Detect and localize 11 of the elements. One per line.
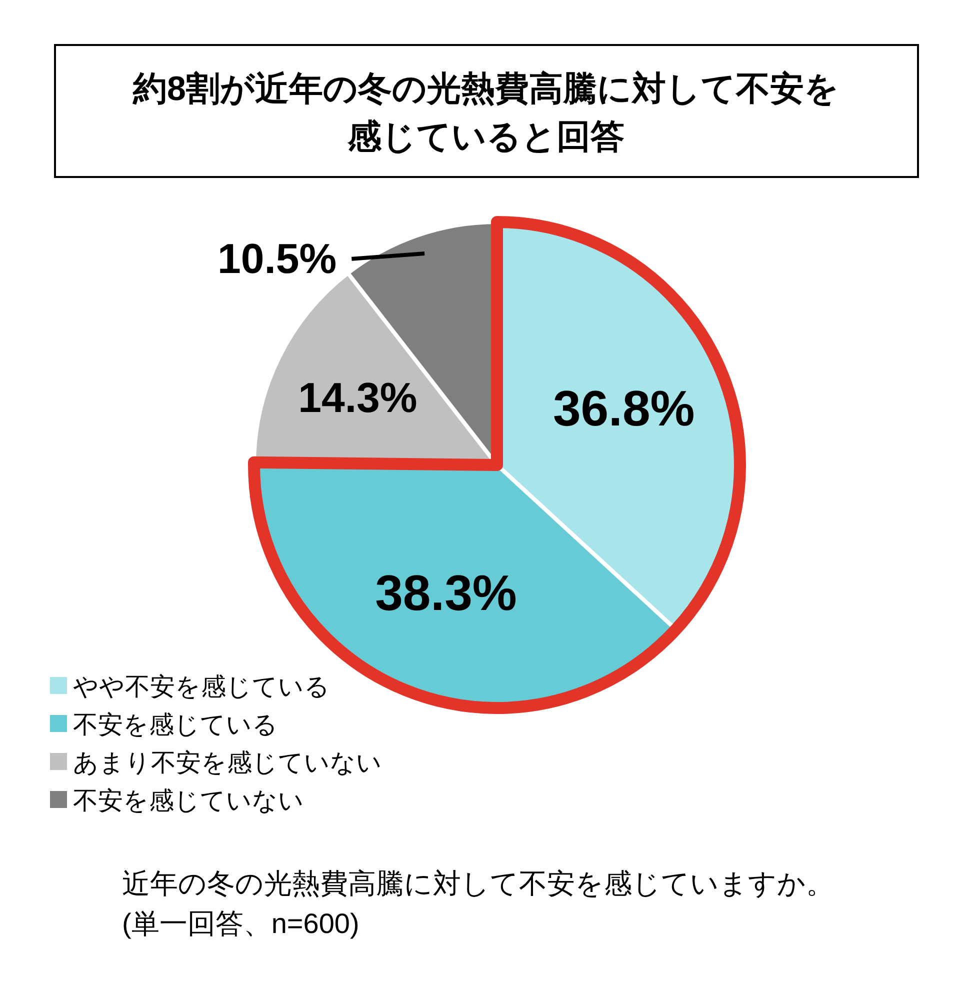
text: 近年の冬の光熱費高騰に対して不安を感じていますか。 <box>122 868 834 899</box>
data-label: 36.8% <box>552 380 695 436</box>
chart-title: 約8割が近年の冬の光熱費高騰に対して不安を感じていると回答 <box>132 70 839 156</box>
legend-label: 不安を感じている <box>73 711 278 739</box>
text: (単一回答、n=600) <box>122 908 360 939</box>
data-label: 10.5% <box>218 234 337 282</box>
data-label: 14.3% <box>298 374 418 421</box>
legend-label: やや不安を感じている <box>73 673 330 701</box>
legend-label: 不安を感じていない <box>73 787 304 815</box>
data-label: 38.3% <box>375 564 517 621</box>
legend-label: あまり不安を感じていない <box>73 749 382 777</box>
